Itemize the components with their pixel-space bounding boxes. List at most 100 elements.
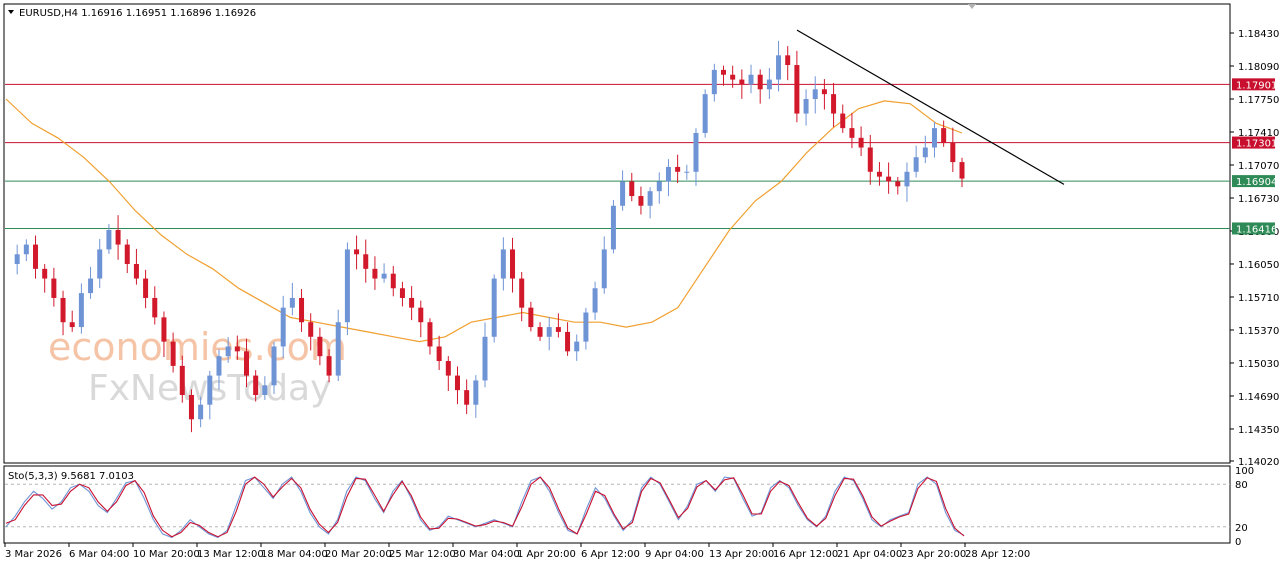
candle-body (849, 128, 855, 138)
symbol-dropdown-icon[interactable] (8, 10, 14, 14)
candle (574, 334, 580, 361)
candle-body (574, 341, 580, 352)
candle-body (546, 327, 552, 337)
candle (500, 237, 506, 291)
candle (583, 307, 589, 350)
time-tick-label: 13 Mar 12:00 (197, 549, 264, 560)
candle (23, 239, 29, 262)
candle-body (271, 346, 277, 386)
candle-body (665, 166, 671, 182)
candle (959, 157, 965, 187)
candle (702, 89, 708, 138)
candle-body (354, 249, 360, 255)
candle (665, 159, 671, 197)
time-tick-label: 9 Apr 04:00 (645, 549, 704, 560)
time-tick-label: 25 Mar 12:00 (389, 549, 456, 560)
candle-body (922, 147, 928, 158)
candle (895, 177, 901, 195)
candle (78, 283, 84, 334)
candle (33, 235, 39, 279)
candle (913, 145, 919, 178)
candle (785, 46, 791, 81)
candle-body (620, 181, 626, 206)
candle-body (831, 94, 837, 114)
candle (684, 164, 690, 180)
candle (629, 172, 635, 202)
candle (133, 248, 139, 285)
moving-average-line (5, 98, 963, 343)
candle-body (33, 244, 39, 269)
stoch-tick-label: 20 (1235, 523, 1248, 534)
candle-body (115, 230, 121, 245)
candle (335, 309, 341, 382)
candle (931, 121, 937, 158)
candle-body (610, 205, 616, 250)
candle (757, 69, 763, 104)
candle (244, 338, 249, 388)
candle (188, 389, 194, 433)
time-tick-label: 16 Apr 12:00 (773, 549, 838, 560)
time-tick-label: 20 Mar 20:00 (325, 549, 392, 560)
candle (445, 356, 451, 392)
level-label: 1.16904 (1236, 177, 1277, 188)
candle-body (840, 113, 846, 129)
scroll-marker-icon[interactable] (968, 4, 976, 9)
candle-body (317, 336, 323, 357)
candle-body (454, 375, 460, 391)
candle (399, 281, 405, 307)
candle (766, 67, 772, 99)
level-badge (1232, 136, 1275, 149)
stoch-axis: 100 80 20 0 (5, 466, 1254, 548)
candle (14, 244, 20, 275)
candle-body (876, 171, 882, 177)
candle (271, 342, 277, 394)
candle-body (161, 317, 167, 342)
time-tick-label: 3 Mar 2026 (5, 549, 62, 560)
candle-body (867, 147, 873, 172)
candle (675, 154, 681, 184)
candle (739, 69, 745, 99)
candle (436, 335, 442, 371)
stoch-main-line (5, 476, 965, 539)
candle (840, 104, 846, 133)
candle-body (555, 327, 561, 332)
candle-body (803, 98, 809, 114)
candle (519, 271, 525, 322)
candle-body (179, 365, 185, 396)
candle-body (537, 327, 543, 337)
price-tick-label: 1.17410 (1238, 128, 1279, 139)
candle (69, 310, 75, 332)
candle (473, 375, 479, 418)
candle-body (381, 273, 387, 279)
price-tick-label: 1.14020 (1238, 457, 1279, 468)
stoch-plot-frame (3, 465, 1231, 544)
candle-body (372, 268, 378, 279)
candle-body (280, 307, 286, 347)
candle-body (519, 278, 525, 308)
candle (464, 379, 470, 415)
candle-body (464, 390, 470, 405)
time-tick-label: 1 Apr 20:00 (517, 549, 576, 560)
price-tick-label: 1.15030 (1238, 359, 1279, 370)
candle (794, 50, 800, 123)
time-tick-label: 13 Apr 20:00 (709, 549, 774, 560)
candle-body (748, 74, 754, 85)
stoch-tick-label: 0 (1235, 537, 1241, 548)
candle (730, 65, 736, 88)
candle-body (702, 94, 708, 133)
candle-body (399, 288, 405, 298)
time-tick-label: 10 Mar 20:00 (133, 549, 200, 560)
candle (262, 376, 268, 400)
level-label: 1.17901 (1236, 80, 1277, 91)
candle (253, 370, 259, 402)
candle (60, 290, 66, 336)
candle (748, 64, 754, 94)
candle-body (299, 297, 305, 323)
candle-body (583, 312, 589, 342)
candle (115, 215, 121, 260)
candle (198, 396, 204, 428)
candle (831, 82, 837, 128)
candle (42, 264, 48, 293)
candle-body (42, 268, 48, 279)
candle-body (225, 346, 231, 357)
